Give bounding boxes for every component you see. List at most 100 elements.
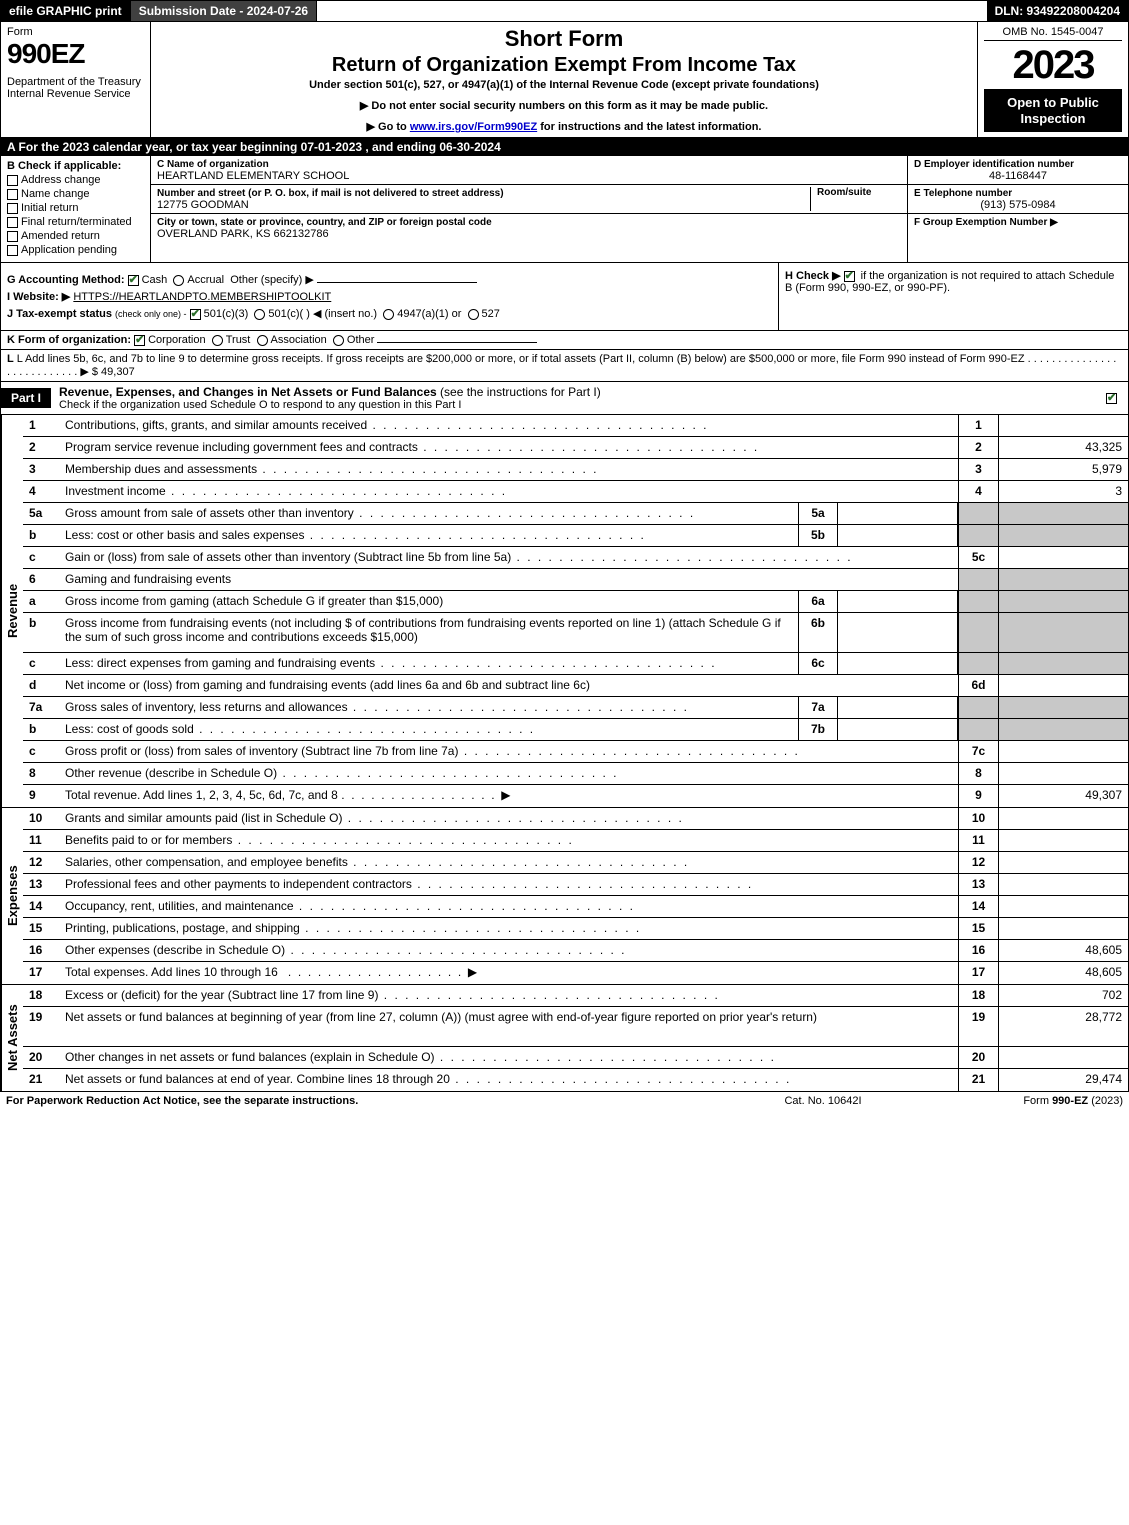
- section-h: H Check ▶ if the organization is not req…: [778, 263, 1128, 330]
- chk-other-org[interactable]: [333, 335, 344, 346]
- line-6d-value: [998, 675, 1128, 696]
- line-20-value: [998, 1047, 1128, 1068]
- block-ghij: G Accounting Method: Cash Accrual Other …: [0, 263, 1129, 331]
- part-1-sub: Check if the organization used Schedule …: [59, 399, 1098, 411]
- line-15-value: [998, 918, 1128, 939]
- header-bullet-2: ▶ Go to www.irs.gov/Form990EZ for instru…: [157, 120, 971, 133]
- net-assets-section: Net Assets 18Excess or (deficit) for the…: [0, 985, 1129, 1092]
- expenses-label: Expenses: [1, 808, 23, 984]
- line-13-value: [998, 874, 1128, 895]
- footer-left: For Paperwork Reduction Act Notice, see …: [6, 1095, 723, 1107]
- line-9-value: 49,307: [998, 785, 1128, 807]
- under-section: Under section 501(c), 527, or 4947(a)(1)…: [157, 79, 971, 91]
- omb-number: OMB No. 1545-0047: [984, 26, 1122, 41]
- line-8-value: [998, 763, 1128, 784]
- footer-right: Form 990-EZ (2023): [923, 1095, 1123, 1107]
- chk-amended-return[interactable]: Amended return: [7, 230, 144, 242]
- part-1-title: Revenue, Expenses, and Changes in Net As…: [59, 385, 437, 399]
- line-21-value: 29,474: [998, 1069, 1128, 1091]
- tax-year: 2023: [984, 45, 1122, 85]
- line-16-value: 48,605: [998, 940, 1128, 961]
- org-street: 12775 GOODMAN: [157, 199, 249, 211]
- website-value[interactable]: HTTPS://HEARTLANDPTO.MEMBERSHIPTOOLKIT: [73, 291, 331, 303]
- short-form-title: Short Form: [157, 26, 971, 52]
- chk-527[interactable]: [468, 309, 479, 320]
- chk-address-change[interactable]: Address change: [7, 174, 144, 186]
- chk-trust[interactable]: [212, 335, 223, 346]
- efile-print-label[interactable]: efile GRAPHIC print: [1, 1, 131, 21]
- line-18-value: 702: [998, 985, 1128, 1006]
- c-street-label: Number and street (or P. O. box, if mail…: [157, 188, 504, 199]
- chk-name-change[interactable]: Name change: [7, 188, 144, 200]
- bullet2-pre: ▶ Go to: [367, 121, 410, 133]
- chk-cash[interactable]: [128, 275, 139, 286]
- expenses-section: Expenses 10Grants and similar amounts pa…: [0, 808, 1129, 985]
- part-1-note: (see the instructions for Part I): [440, 385, 601, 399]
- line-5c-value: [998, 547, 1128, 568]
- form-number: 990EZ: [7, 38, 144, 70]
- form-label: Form: [7, 26, 144, 38]
- chk-application-pending[interactable]: Application pending: [7, 244, 144, 256]
- page-footer: For Paperwork Reduction Act Notice, see …: [0, 1092, 1129, 1110]
- line-2-value: 43,325: [998, 437, 1128, 458]
- net-assets-label: Net Assets: [1, 985, 23, 1091]
- department-label: Department of the Treasury Internal Reve…: [7, 76, 144, 100]
- section-l: L L Add lines 5b, 6c, and 7b to line 9 t…: [0, 350, 1129, 382]
- revenue-label: Revenue: [1, 415, 23, 807]
- chk-501c3[interactable]: [190, 309, 201, 320]
- open-to-public: Open to Public Inspection: [984, 89, 1122, 132]
- bullet2-post: for instructions and the latest informat…: [537, 121, 761, 133]
- chk-501c[interactable]: [254, 309, 265, 320]
- chk-accrual[interactable]: [173, 275, 184, 286]
- line-1-value: [998, 415, 1128, 436]
- f-label: F Group Exemption Number ▶: [914, 217, 1058, 228]
- line-17-value: 48,605: [998, 962, 1128, 984]
- ein-value: 48-1168447: [914, 170, 1122, 182]
- chk-final-return[interactable]: Final return/terminated: [7, 216, 144, 228]
- section-b: B Check if applicable: Address change Na…: [1, 156, 151, 262]
- chk-initial-return[interactable]: Initial return: [7, 202, 144, 214]
- org-name: HEARTLAND ELEMENTARY SCHOOL: [157, 170, 349, 182]
- section-i: I Website: ▶ HTTPS://HEARTLANDPTO.MEMBER…: [7, 290, 772, 303]
- line-10-value: [998, 808, 1128, 829]
- submission-date: Submission Date - 2024-07-26: [131, 1, 317, 21]
- row-a-tax-year: A For the 2023 calendar year, or tax yea…: [0, 138, 1129, 156]
- line-14-value: [998, 896, 1128, 917]
- irs-link[interactable]: www.irs.gov/Form990EZ: [410, 121, 537, 133]
- header-left: Form 990EZ Department of the Treasury In…: [1, 22, 151, 137]
- section-j: J Tax-exempt status (check only one) - 5…: [7, 307, 772, 320]
- form-header: Form 990EZ Department of the Treasury In…: [0, 22, 1129, 138]
- revenue-section: Revenue 1Contributions, gifts, grants, a…: [0, 415, 1129, 808]
- line-7c-value: [998, 741, 1128, 762]
- form-title: Return of Organization Exempt From Incom…: [157, 54, 971, 77]
- section-k: K Form of organization: Corporation Trus…: [0, 331, 1129, 350]
- phone-value: (913) 575-0984: [914, 199, 1122, 211]
- d-label: D Employer identification number: [914, 159, 1074, 170]
- gross-receipts-value: $ 49,307: [92, 366, 135, 378]
- chk-corporation[interactable]: [134, 335, 145, 346]
- chk-4947[interactable]: [383, 309, 394, 320]
- chk-schedule-o[interactable]: [1106, 393, 1117, 404]
- line-12-value: [998, 852, 1128, 873]
- part-1-tab: Part I: [1, 388, 51, 408]
- section-b-header: B Check if applicable:: [7, 160, 144, 172]
- line-11-value: [998, 830, 1128, 851]
- c-room-label: Room/suite: [817, 187, 871, 198]
- footer-cat-no: Cat. No. 10642I: [723, 1095, 923, 1107]
- chk-association[interactable]: [257, 335, 268, 346]
- part-1-header: Part I Revenue, Expenses, and Changes in…: [0, 382, 1129, 415]
- line-3-value: 5,979: [998, 459, 1128, 480]
- dln-label: DLN: 93492208004204: [987, 1, 1128, 21]
- c-city-label: City or town, state or province, country…: [157, 217, 492, 228]
- section-c: C Name of organization HEARTLAND ELEMENT…: [151, 156, 908, 262]
- section-def: D Employer identification number 48-1168…: [908, 156, 1128, 262]
- header-right: OMB No. 1545-0047 2023 Open to Public In…: [978, 22, 1128, 137]
- c-name-label: C Name of organization: [157, 159, 269, 170]
- e-label: E Telephone number: [914, 188, 1012, 199]
- block-bcdef: B Check if applicable: Address change Na…: [0, 156, 1129, 263]
- chk-schedule-b[interactable]: [844, 271, 855, 282]
- topbar-spacer: [317, 1, 986, 21]
- line-4-value: 3: [998, 481, 1128, 502]
- line-19-value: 28,772: [998, 1007, 1128, 1046]
- top-bar: efile GRAPHIC print Submission Date - 20…: [0, 0, 1129, 22]
